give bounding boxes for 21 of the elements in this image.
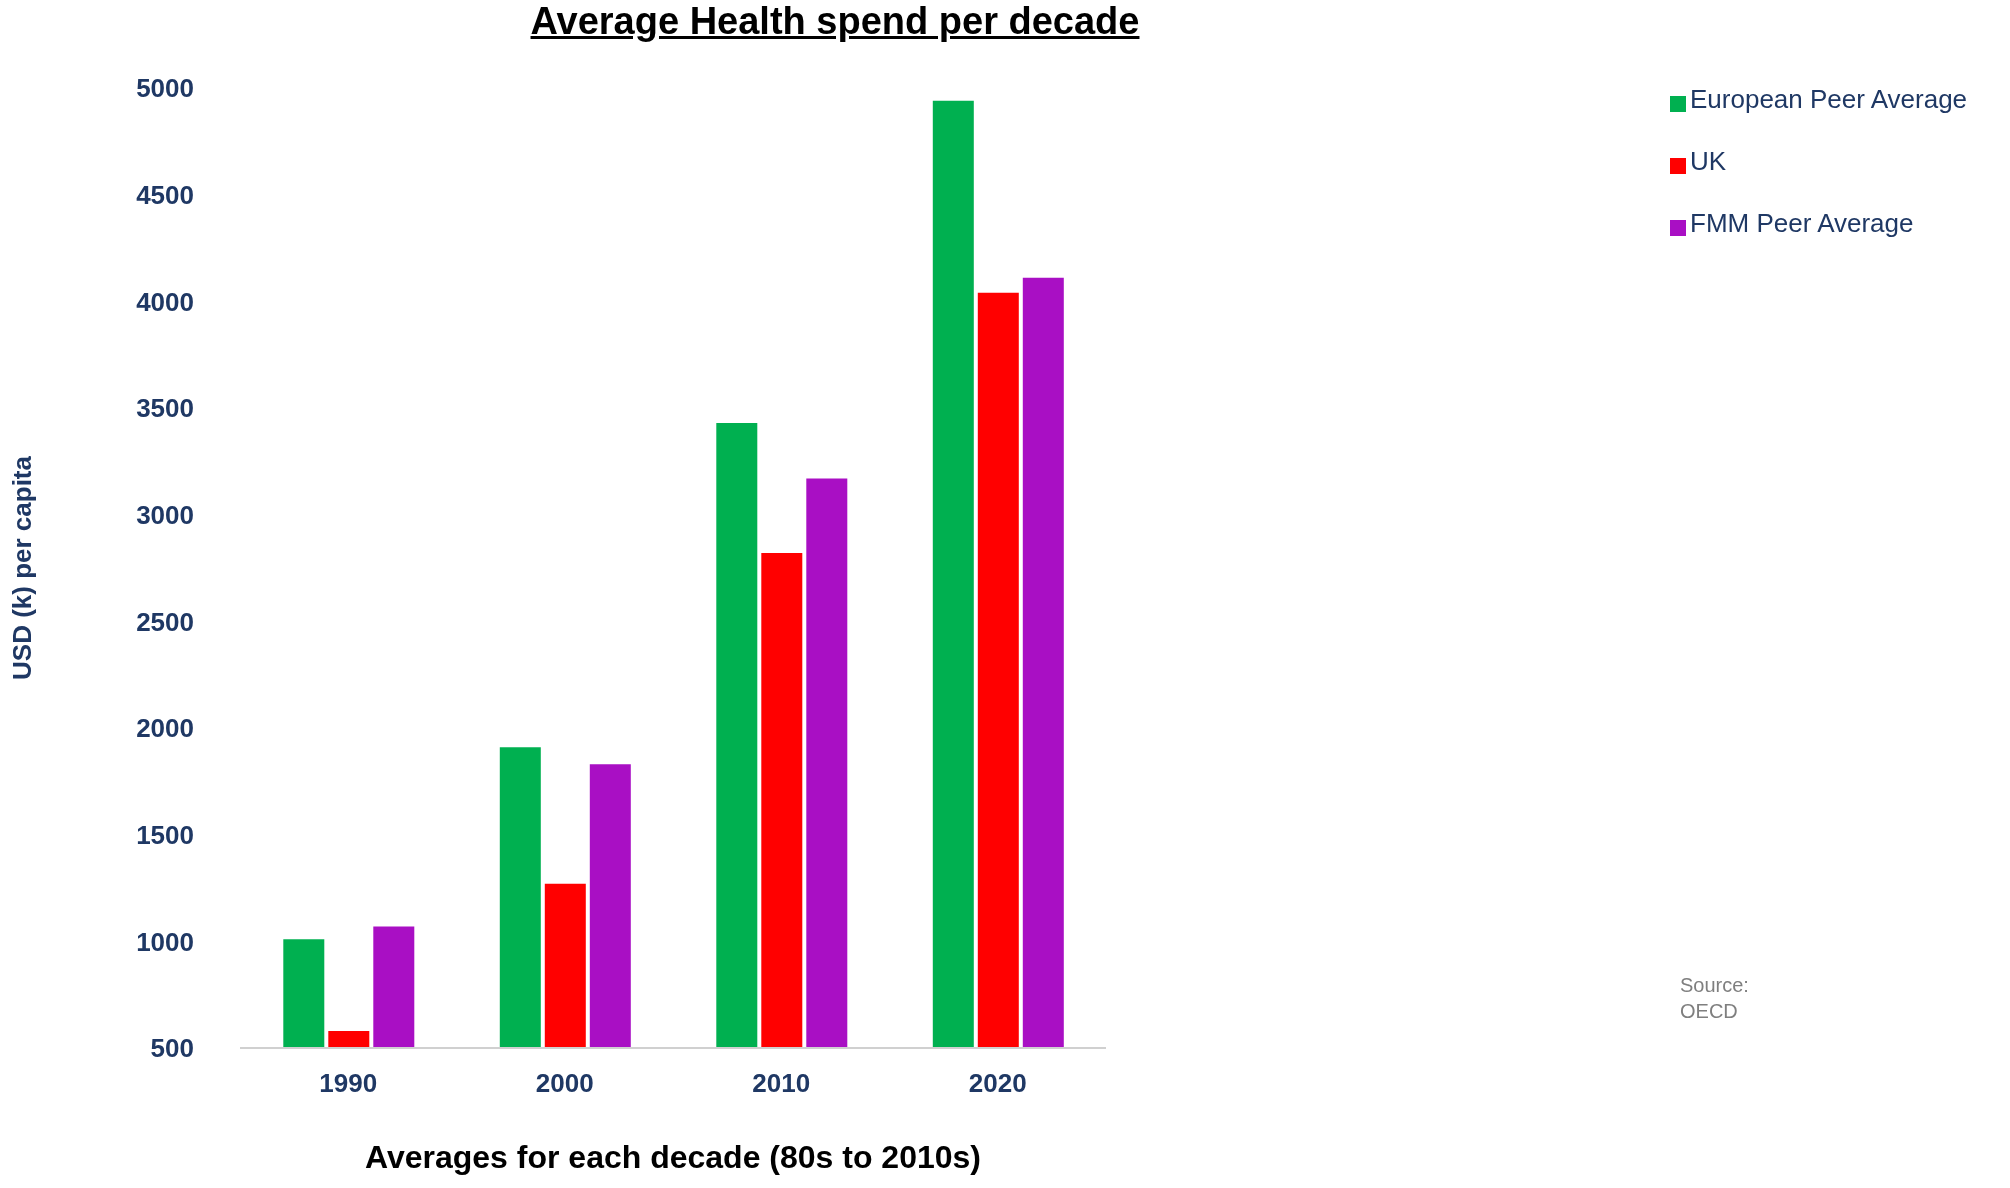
y-tick-label: 500 [150,1033,194,1064]
y-axis-title: USD (k) per capita [7,455,38,680]
x-tick-label: 2020 [968,1068,1027,1099]
x-tick-label: 1990 [319,1068,378,1099]
legend-label: FMM Peer Average [1690,208,1914,238]
y-tick-label: 2500 [136,606,194,637]
y-tick-label: 3000 [136,499,194,530]
x-axis-title: Averages for each decade (80s to 2010s) [364,1139,982,1175]
source-note: Source: OECD [1680,973,1750,1024]
y-tick-label: 4500 [136,179,194,210]
x-tick-label: 2010 [752,1068,811,1099]
chart-title: Average Health spend per decade [529,0,1141,43]
y-tick-label: 5000 [136,73,194,104]
y-tick-label: 1500 [136,819,194,850]
y-tick-label: 1000 [136,926,194,957]
legend-label: European Peer Average [1690,84,1968,114]
y-tick-label: 3500 [136,393,194,424]
y-tick-label: 2000 [136,713,194,744]
x-tick-label: 2000 [535,1068,594,1099]
y-tick-label: 4000 [136,286,194,317]
legend-label: UK [1690,146,1727,176]
